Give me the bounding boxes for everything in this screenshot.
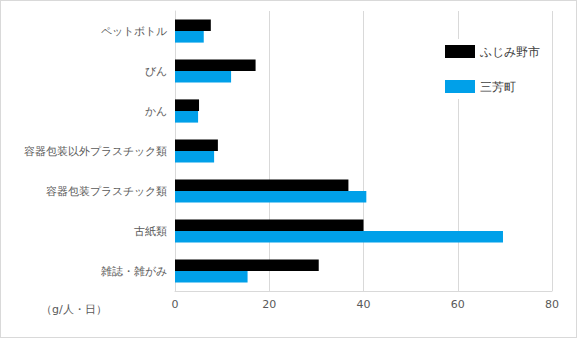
svg-text:古紙類: 古紙類	[134, 225, 167, 238]
svg-text:雑誌・雑がみ: 雑誌・雑がみ	[101, 265, 167, 278]
svg-text:ペットボトル: ペットボトル	[101, 25, 167, 38]
svg-text:かん: かん	[145, 105, 167, 118]
svg-text:0: 0	[172, 298, 179, 311]
svg-text:ふじみ野市: ふじみ野市	[479, 45, 540, 59]
svg-text:20: 20	[262, 298, 276, 311]
svg-text:三芳町: 三芳町	[480, 80, 516, 94]
svg-text:容器包装以外プラスチック類: 容器包装以外プラスチック類	[24, 145, 167, 158]
svg-text:びん: びん	[145, 65, 167, 78]
svg-text:容器包装プラスチック類: 容器包装プラスチック類	[46, 185, 167, 198]
svg-text:40: 40	[357, 298, 371, 311]
svg-text:60: 60	[451, 298, 465, 311]
svg-text:80: 80	[545, 298, 559, 311]
svg-text:（g/人・日）: （g/人・日）	[41, 303, 107, 316]
